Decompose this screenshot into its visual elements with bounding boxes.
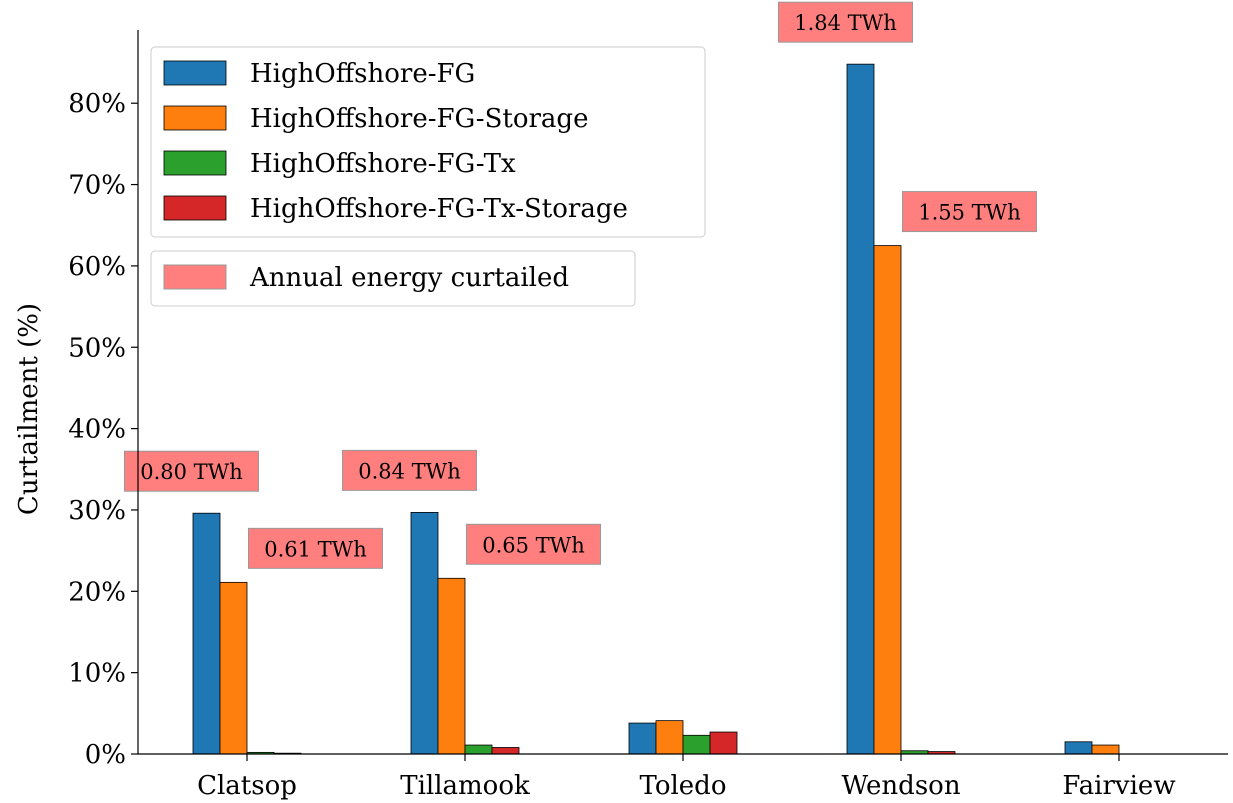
annotation-box: [124, 450, 259, 492]
legend-label: HighOffshore-FG-Storage: [250, 104, 588, 134]
x-tick-label: Wendson: [841, 771, 960, 801]
bar: [846, 63, 875, 755]
legend-swatch: [163, 150, 227, 176]
series-legend-frame: [150, 46, 706, 238]
annotation-box: [248, 527, 383, 569]
legend-swatch: [163, 105, 227, 131]
x-tick-label: Toledo: [640, 771, 727, 801]
annotation-legend-frame: [150, 250, 636, 307]
annotation-label: 1.84 TWh: [794, 11, 897, 35]
annotation-label: 0.84 TWh: [358, 459, 461, 483]
annotation-label: 1.55 TWh: [918, 201, 1021, 225]
bar: [682, 734, 711, 755]
x-tick-label: Tillamook: [400, 771, 530, 801]
legend-swatch: [163, 195, 227, 221]
annotation-label: 0.61 TWh: [264, 537, 367, 561]
bar: [1091, 744, 1120, 755]
y-axis-label: Curtailment (%): [14, 303, 44, 515]
bar: [410, 511, 439, 755]
annotation-legend-label: Annual energy curtailed: [249, 263, 569, 293]
legend-label: HighOffshore-FG-Tx-Storage: [250, 194, 628, 224]
annotation-box: [466, 523, 601, 565]
x-tick-label: Clatsop: [197, 771, 297, 801]
legend-swatch: [163, 60, 227, 86]
y-tick-label: 40%: [68, 415, 126, 445]
bar: [1064, 741, 1093, 755]
bar: [491, 747, 520, 755]
annotation-label: 0.65 TWh: [482, 533, 585, 557]
y-tick-label: 30%: [68, 496, 126, 526]
annotation-box: [902, 191, 1037, 233]
bar: [655, 720, 684, 755]
annotation-box: [778, 1, 913, 43]
bar: [628, 722, 657, 755]
bar: [709, 731, 738, 755]
x-tick-label: Fairview: [1062, 771, 1175, 801]
y-tick-label: 80%: [68, 89, 126, 119]
annotation-label: 0.80 TWh: [140, 460, 243, 484]
y-tick-label: 0%: [85, 740, 126, 770]
bar: [464, 744, 493, 755]
y-tick-label: 70%: [68, 171, 126, 201]
bar: [437, 577, 466, 755]
bars-layer: [192, 63, 1120, 755]
y-tick-label: 50%: [68, 333, 126, 363]
axes-layer: 0% 10% 20% 30% 40% 50% 60% 70% 80% Clatsop Tillamo…: [14, 30, 1228, 801]
bar: [873, 245, 902, 755]
annotation-legend-swatch: [163, 264, 227, 290]
annotation-box: [342, 449, 477, 491]
bar: [219, 581, 248, 755]
y-tick-label: 20%: [68, 577, 126, 607]
y-tick-label: 10%: [68, 659, 126, 689]
legend-label: HighOffshore-FG-Tx: [250, 149, 516, 179]
legend-label: HighOffshore-FG: [250, 59, 475, 89]
annotations-layer: 0.80 TWh 0.61 TWh 0.84 TWh 0.65 TWh 1.84 TWh…: [124, 1, 1037, 569]
legend-layer: HighOffshore-FG HighOffshore-FG-Storage Hi…: [150, 46, 706, 307]
bar: [192, 512, 221, 755]
y-tick-label: 60%: [68, 252, 126, 282]
